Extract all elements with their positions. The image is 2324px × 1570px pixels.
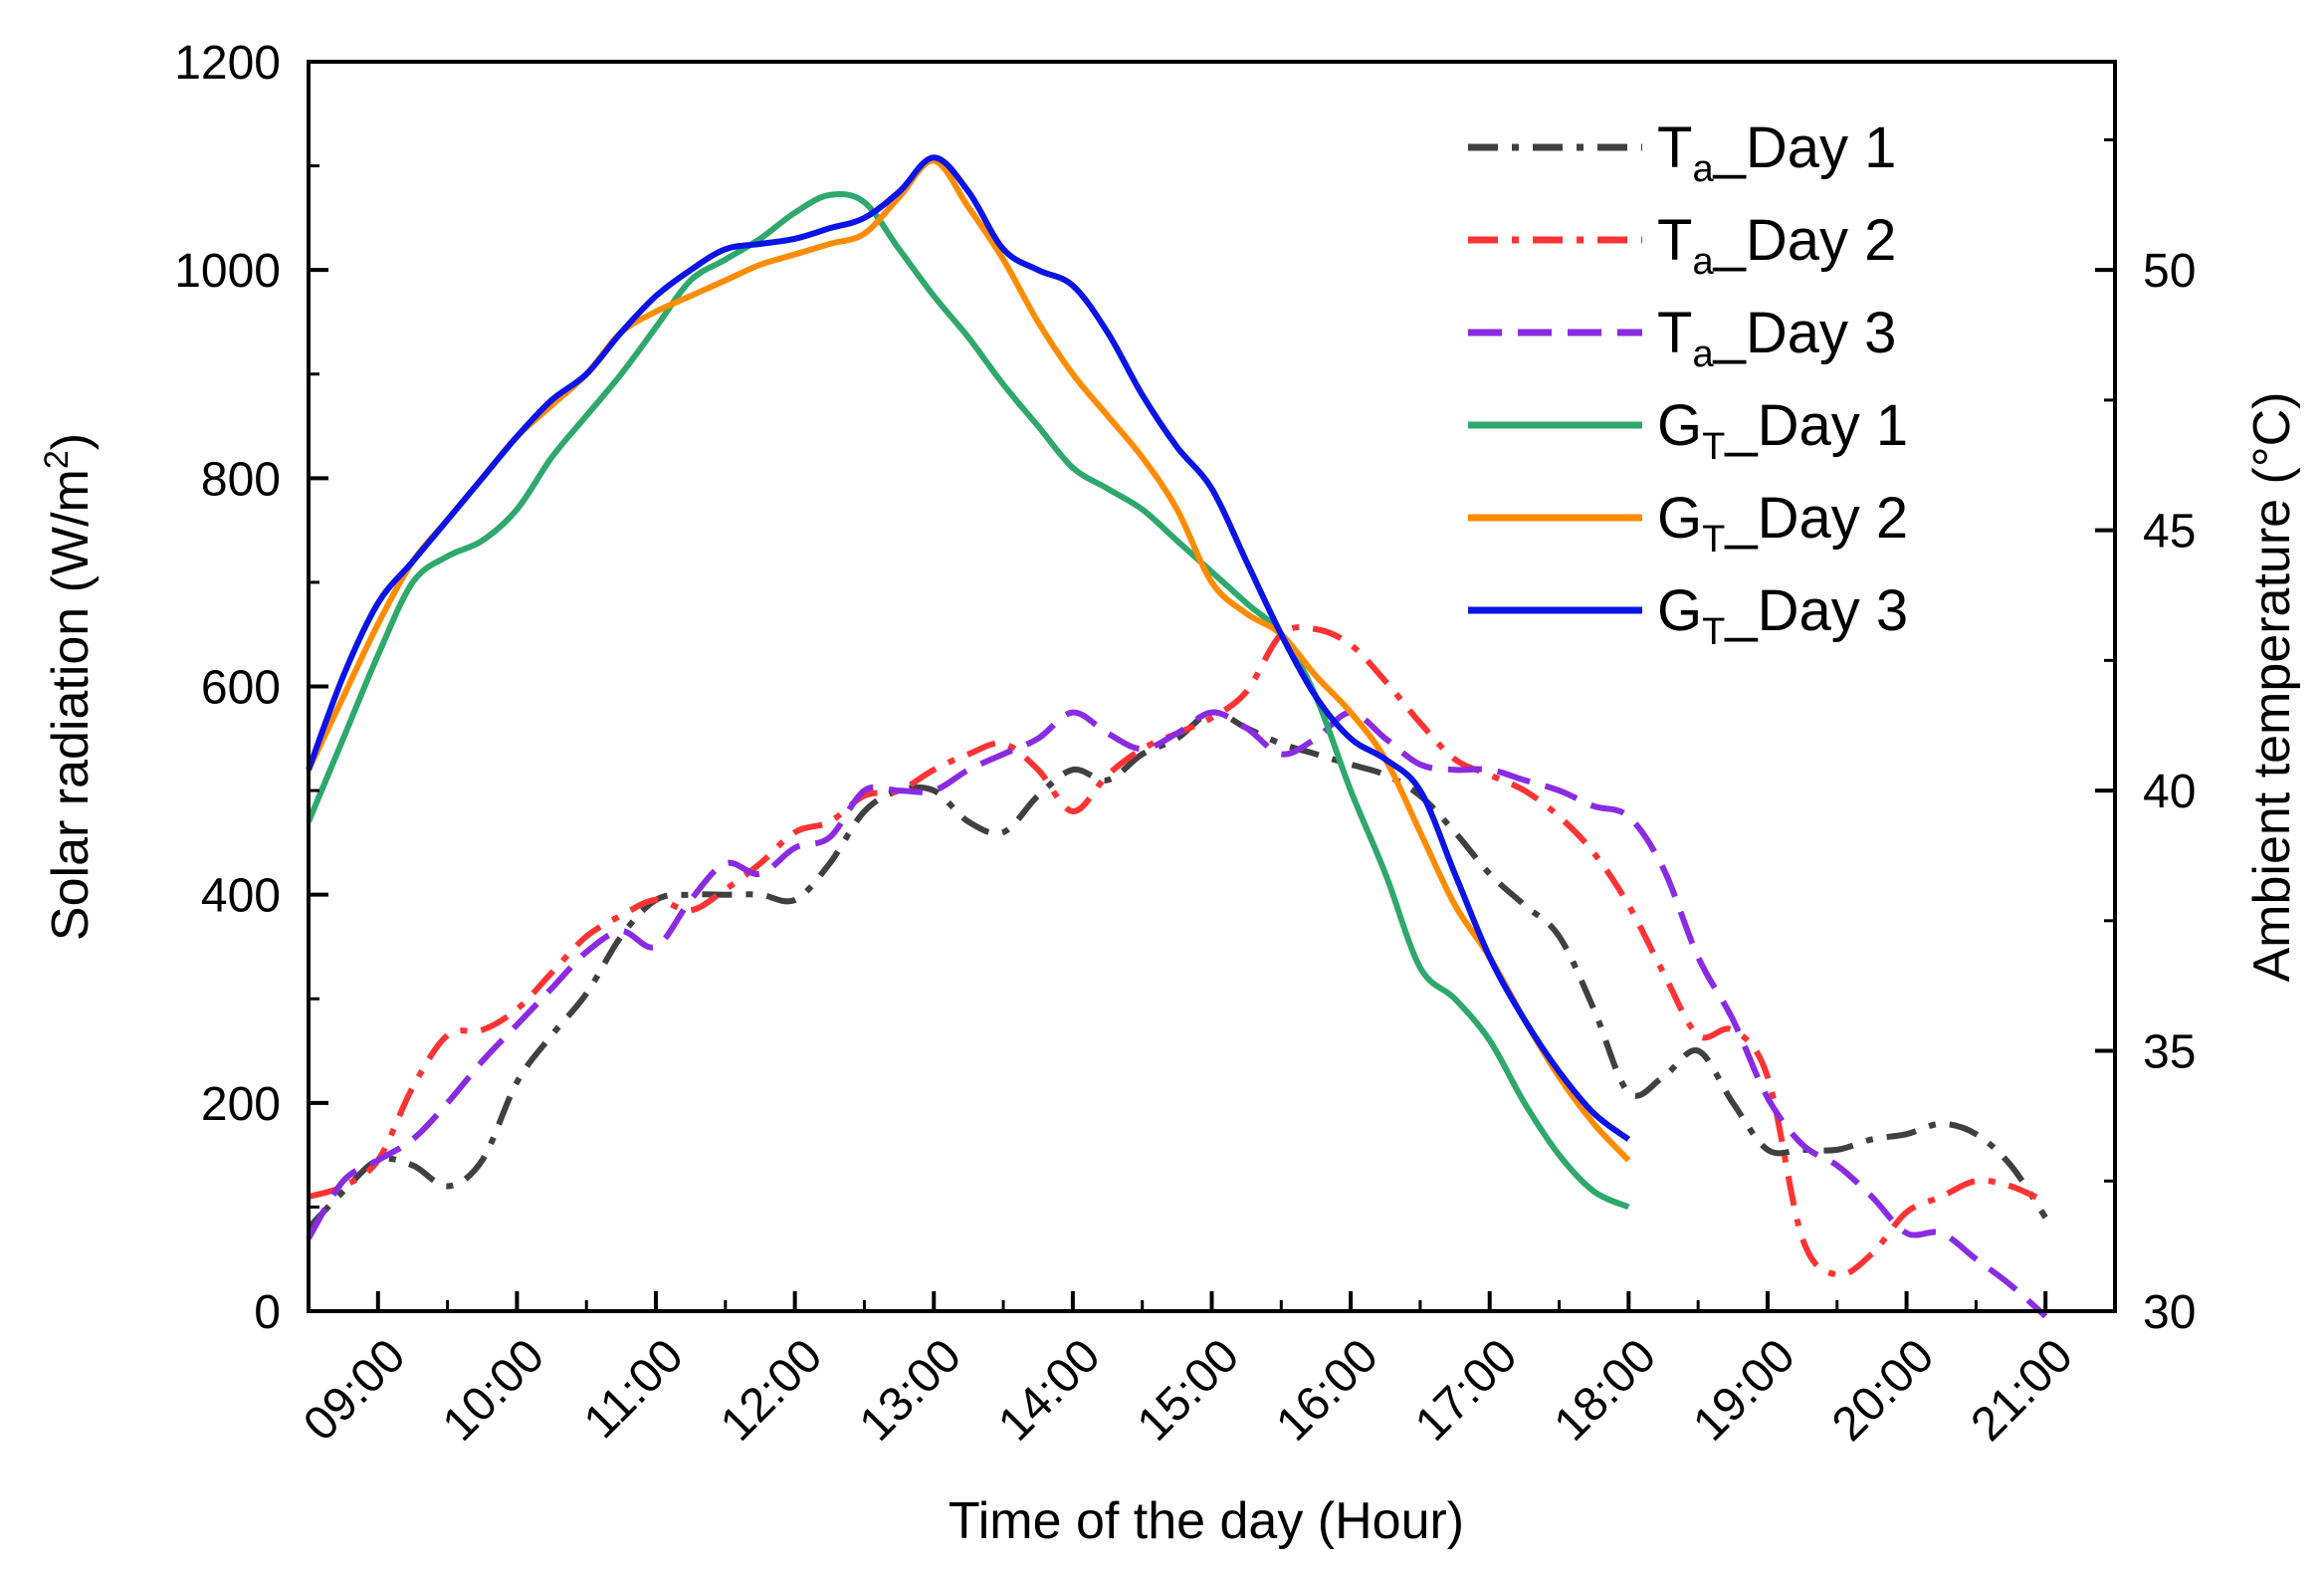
legend-label-1: Ta_Day 1	[1657, 115, 1896, 190]
x-tick-label-8: 16:00	[1266, 1329, 1387, 1451]
y-axis-right-title: Ambient temperature (°C)	[2243, 391, 2301, 982]
y-axis-left-title: Solar radiation (W/m2)	[38, 433, 100, 941]
series-line-1	[306, 709, 2048, 1231]
y-left-tick-label-1: 0	[254, 1286, 281, 1339]
legend-label-3: Ta_Day 3	[1657, 301, 1896, 375]
series-line-6	[306, 154, 1631, 1142]
series-line-4	[306, 191, 1630, 1211]
x-tick-label-2: 10:00	[433, 1329, 554, 1451]
y-left-tick-label-7: 1200	[174, 37, 281, 90]
y-left-tick-labels: 0 200 400 600 800 1000 1200	[174, 37, 281, 1339]
x-tick-label-5: 13:00	[850, 1329, 971, 1451]
x-tick-label-9: 17:00	[1405, 1329, 1527, 1451]
y-right-tick-label-3: 40	[2143, 766, 2196, 818]
x-tick-label-3: 11:00	[574, 1329, 694, 1449]
x-tick-labels: 09:00 10:00 11:00 12:00 13:00 14:00 15:00 16:00…	[294, 1329, 2083, 1451]
x-axis-title: Time of the day (Hour)	[949, 1492, 1464, 1550]
x-tick-label-4: 12:00	[711, 1329, 832, 1451]
y-right-tick-label-5: 50	[2143, 245, 2196, 298]
y-right-tick-labels: 30 35 40 45 50	[2143, 245, 2196, 1339]
y-right-tick-label-1: 30	[2143, 1286, 2196, 1339]
legend-label-5: GT_Day 2	[1657, 486, 1908, 561]
x-tick-label-10: 18:00	[1545, 1329, 1666, 1451]
y-left-tick-label-2: 200	[201, 1078, 281, 1131]
y-right-tick-label-2: 35	[2143, 1026, 2196, 1079]
y-left-tick-label-5: 800	[201, 453, 281, 506]
y-left-tick-label-3: 400	[201, 870, 281, 923]
y-right-tick-label-4: 45	[2143, 506, 2196, 559]
ticks-layer	[307, 60, 2117, 1313]
x-tick-label-11: 19:00	[1683, 1329, 1804, 1451]
x-tick-label-12: 20:00	[1822, 1329, 1944, 1451]
series-line-3	[306, 709, 2048, 1319]
series-line-2	[308, 624, 2047, 1278]
y-left-tick-label-6: 1000	[174, 245, 281, 298]
legend-label-2: Ta_Day 2	[1657, 208, 1896, 283]
y-left-tick-label-4: 600	[201, 662, 281, 715]
series-line-5	[306, 157, 1631, 1163]
series-layer	[306, 154, 2048, 1319]
legend-label-4: GT_Day 1	[1657, 393, 1908, 468]
legend-label-6: GT_Day 3	[1657, 578, 1908, 653]
x-tick-label-13: 21:00	[1962, 1329, 2083, 1451]
x-tick-label-6: 14:00	[988, 1329, 1110, 1451]
legend: Ta_Day 1 Ta_Day 2 Ta_Day 3 GT_Day 1 GT_Day 2…	[1468, 115, 1908, 653]
x-tick-label-1: 09:00	[294, 1329, 415, 1451]
x-tick-label-7: 15:00	[1128, 1329, 1249, 1451]
